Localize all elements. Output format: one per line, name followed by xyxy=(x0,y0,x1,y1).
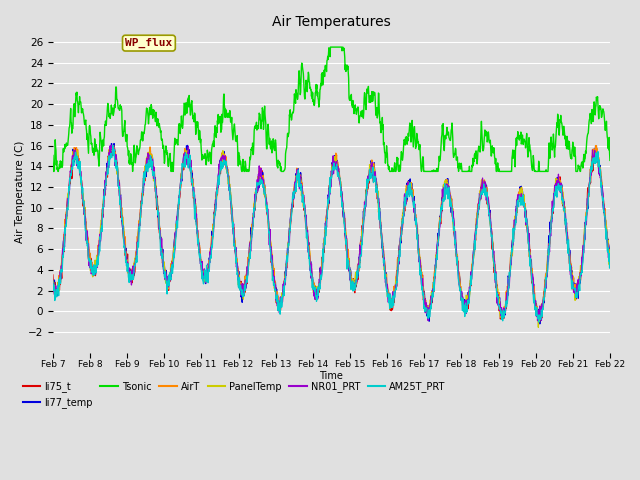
Legend: li75_t, li77_temp, Tsonic, AirT, PanelTemp, NR01_PRT, AM25T_PRT: li75_t, li77_temp, Tsonic, AirT, PanelTe… xyxy=(19,378,449,412)
Text: WP_flux: WP_flux xyxy=(125,38,173,48)
Title: Air Temperatures: Air Temperatures xyxy=(272,15,391,29)
Y-axis label: Air Temperature (C): Air Temperature (C) xyxy=(15,141,25,243)
X-axis label: Time: Time xyxy=(319,371,343,381)
